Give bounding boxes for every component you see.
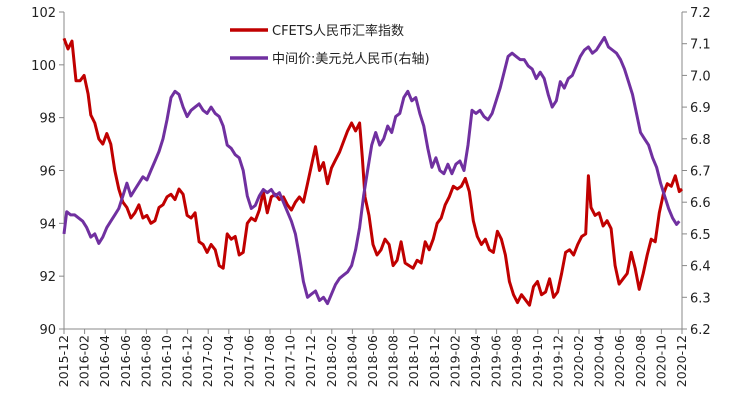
x-tick-label: 2019-12	[550, 335, 565, 387]
right-tick-label: 6.2	[690, 323, 711, 338]
x-tick-label: 2015-12	[56, 335, 71, 387]
legend-label-usdcny: 中间价:美元兑人民币(右轴)	[272, 52, 430, 67]
series-line-usdcny	[62, 35, 681, 306]
x-tick-label: 2016-10	[159, 335, 174, 387]
x-tick-label: 2017-06	[241, 335, 256, 387]
x-tick-label: 2019-08	[509, 335, 524, 387]
x-tick-label: 2020-04	[592, 335, 607, 387]
x-tick-label: 2017-10	[283, 335, 298, 387]
legend-label-cfets: CFETS人民币汇率指数	[272, 23, 404, 39]
right-tick-label: 6.5	[690, 228, 711, 243]
right-tick-label: 7.1	[690, 38, 711, 53]
x-tick-label: 2019-10	[530, 335, 545, 387]
right-tick-label: 6.7	[690, 165, 711, 180]
x-tick-label: 2016-06	[118, 335, 133, 387]
x-tick-label: 2020-02	[571, 335, 586, 387]
right-tick-label: 7.0	[690, 69, 711, 84]
left-tick-label: 94	[39, 217, 56, 232]
legend: CFETS人民币汇率指数 中间价:美元兑人民币(右轴)	[230, 23, 430, 67]
x-tick-label: 2017-04	[221, 335, 236, 387]
x-tick-label: 2020-06	[612, 335, 627, 387]
series-lines	[62, 35, 684, 307]
x-tick-label: 2019-06	[489, 335, 504, 387]
x-tick-label: 2018-12	[427, 335, 442, 387]
right-tick-label: 6.8	[690, 133, 711, 148]
right-tick-label: 7.2	[690, 6, 711, 21]
left-tick-label: 96	[39, 165, 56, 180]
x-tick-label: 2016-02	[77, 335, 92, 387]
axes: 90 92 94 96 98 100 102 6.2 6.3 6.4 6.5 6.6 6.7 6.8 6.9…	[31, 6, 711, 387]
x-tick-label: 2018-04	[344, 335, 359, 387]
x-tick-label: 2017-12	[303, 335, 318, 387]
x-tick-label: 2016-08	[138, 335, 153, 387]
x-tick-label: 2020-08	[633, 335, 648, 387]
left-tick-label: 102	[31, 6, 56, 21]
x-tick-label: 2019-04	[468, 335, 483, 387]
x-tick-label: 2016-12	[180, 335, 195, 387]
x-tick-label: 2017-02	[200, 335, 215, 387]
x-tick-label: 2018-02	[324, 335, 339, 387]
left-tick-label: 92	[39, 270, 56, 285]
left-tick-label: 98	[39, 112, 56, 127]
left-tick-label: 90	[39, 323, 56, 338]
x-tick-label: 2019-02	[447, 335, 462, 387]
x-tick-label: 2017-08	[262, 335, 277, 387]
right-tick-label: 6.3	[690, 291, 711, 306]
x-tick-label: 2020-10	[653, 335, 668, 387]
x-tick-label: 2020-12	[674, 335, 689, 387]
x-tick-label: 2016-04	[97, 335, 112, 387]
right-tick-label: 6.6	[690, 196, 711, 211]
right-tick-label: 6.9	[690, 101, 711, 116]
left-tick-label: 100	[31, 59, 56, 74]
x-tick-label: 2018-06	[365, 335, 380, 387]
right-tick-label: 6.4	[690, 260, 711, 275]
x-tick-label: 2018-08	[386, 335, 401, 387]
series-line-cfets	[62, 37, 684, 307]
x-tick-label: 2018-10	[406, 335, 421, 387]
